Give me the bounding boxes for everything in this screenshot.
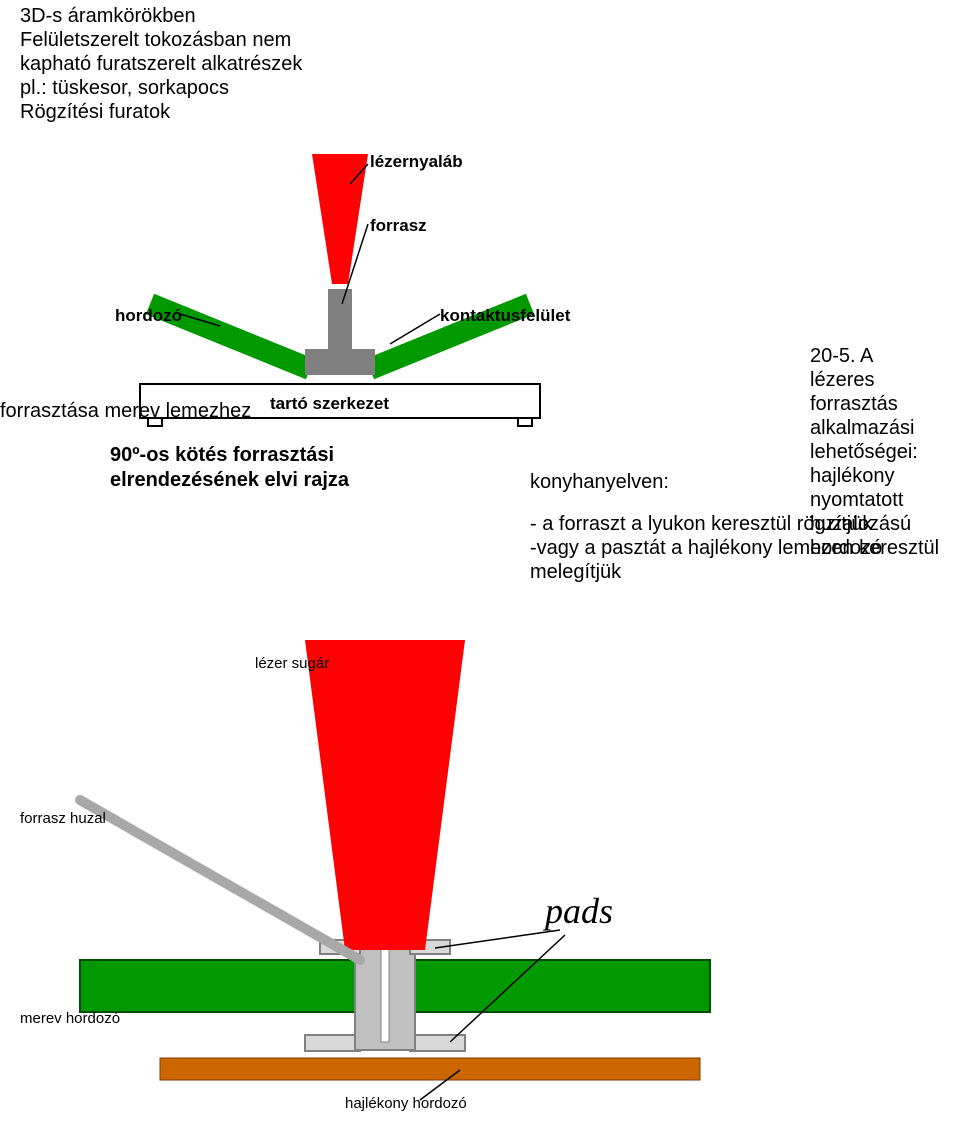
top-text-block: 3D-s áramkörökben Felületszerelt tokozás… <box>20 0 940 124</box>
text-line: 3D-s áramkörökben <box>20 4 940 28</box>
text-line: 20-5. A <box>810 344 940 368</box>
label-hajlekony-hordozo: hajlékony hordozó <box>345 1095 467 1112</box>
text-line: kapható furatszerelt alkatrészek <box>20 52 940 76</box>
diagram2-svg <box>20 640 740 1120</box>
text-line: Felületszerelt tokozásban nem <box>20 28 940 52</box>
diagram-cross-section: lézer sugár forrasz huzal merev hordozó … <box>20 640 740 1120</box>
label-pads: pads <box>545 890 613 932</box>
caption-line2: elrendezésének elvi rajza <box>110 469 349 492</box>
konyha-block: konyhanyelven: - a forraszt a lyukon ker… <box>530 470 940 584</box>
label-merev-hordozo: merev hordozó <box>20 1010 120 1027</box>
text-line: - a forraszt a lyukon keresztül rögzítjü… <box>530 512 940 536</box>
label-forrasz: forrasz <box>370 216 427 236</box>
text-line: pl.: tüskesor, sorkapocs <box>20 76 940 100</box>
text-line: Rögzítési furatok <box>20 100 940 124</box>
below-diagram-text: forrasztása merev lemezhez <box>0 400 251 423</box>
text-line: forrasztás <box>810 392 940 416</box>
label-tarto: tartó szerkezet <box>270 394 389 414</box>
label-forrasz-huzal: forrasz huzal <box>20 810 106 827</box>
diagram-90deg-joint: lézernyaláb forrasz hordozó kontaktusfel… <box>80 154 600 514</box>
text-line: -vagy a pasztát a hajlékony lemezen kere… <box>530 536 940 584</box>
label-hordozo: hordozó <box>115 306 182 326</box>
label-lezernyalab: lézernyaláb <box>370 152 463 172</box>
text-line: lézeres <box>810 368 940 392</box>
label-kontaktus: kontaktusfelület <box>440 306 570 326</box>
text-line: lehetőségei: <box>810 440 940 464</box>
page: 3D-s áramkörökben Felületszerelt tokozás… <box>0 0 960 1141</box>
caption-line1: 90º-os kötés forrasztási <box>110 444 334 467</box>
text-line: alkalmazási <box>810 416 940 440</box>
label-lezer-sugar: lézer sugár <box>255 655 329 672</box>
text-line: konyhanyelven: <box>530 470 940 494</box>
